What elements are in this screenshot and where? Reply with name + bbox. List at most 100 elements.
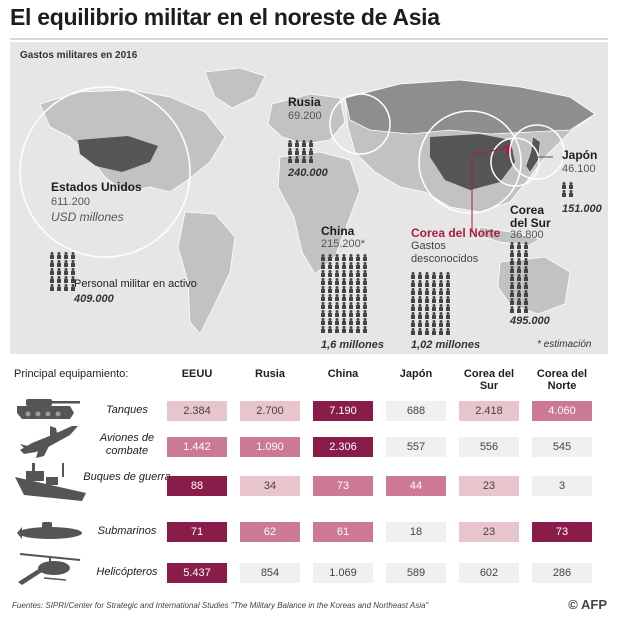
row-label: Aviones de combate xyxy=(99,432,155,457)
soldier-figure xyxy=(510,250,514,257)
soldier-figure xyxy=(524,242,528,249)
russia-shape xyxy=(344,79,596,135)
soldier-figure xyxy=(517,250,521,257)
table-cell: 44 xyxy=(386,476,446,496)
table-cell: 23 xyxy=(459,476,519,496)
soldier-figure xyxy=(64,284,68,291)
soldier-figure xyxy=(562,190,566,197)
soldier-figure xyxy=(510,282,514,289)
soldier-figure xyxy=(363,310,367,317)
soldier-figure xyxy=(335,262,339,269)
table-cell: 688 xyxy=(386,401,446,421)
south-korea-spending-circle xyxy=(490,137,540,187)
soldier-figure xyxy=(321,286,325,293)
soldier-figure xyxy=(517,242,521,249)
usa-spending-circle xyxy=(19,86,191,258)
soldier-figure xyxy=(321,310,325,317)
china-personnel: 1,6 millones xyxy=(321,339,384,351)
table-cell: 1.090 xyxy=(240,437,300,457)
table-cell: 34 xyxy=(240,476,300,496)
soldier-figure xyxy=(328,270,332,277)
table-cell: 602 xyxy=(459,563,519,583)
table-cell: 545 xyxy=(532,437,592,457)
soldier-figure xyxy=(288,156,292,163)
soldier-figure xyxy=(510,290,514,297)
soldier-figure xyxy=(524,298,528,305)
soldier-figure xyxy=(432,312,436,319)
world-map-panel: Gastos militares en 2016 Estados Unidos … xyxy=(10,42,608,354)
soldier-figure xyxy=(562,182,566,189)
table-cell: 2.306 xyxy=(313,437,373,457)
soldier-figure xyxy=(446,320,450,327)
north-korea-personnel: 1,02 millones xyxy=(411,339,481,351)
soldier-figure xyxy=(363,254,367,261)
column-header: Rusia xyxy=(255,368,285,380)
afp-logo: © AFP xyxy=(568,597,607,612)
soldier-figure xyxy=(569,182,573,189)
usa-spending: 611.200 xyxy=(51,196,90,208)
soldier-figure xyxy=(446,288,450,295)
soldier-figure xyxy=(356,326,360,333)
soldier-figure xyxy=(349,318,353,325)
soldier-figure xyxy=(71,284,75,291)
europe-shape xyxy=(267,93,346,145)
soldier-figure xyxy=(446,328,450,335)
soldier-figure xyxy=(349,254,353,261)
soldier-figure xyxy=(363,294,367,301)
soldier-figure xyxy=(418,280,422,287)
soldier-figure xyxy=(439,296,443,303)
table-cell: 854 xyxy=(240,563,300,583)
soldier-figure xyxy=(446,280,450,287)
russia-spending-circle xyxy=(329,93,391,155)
soldier-figure xyxy=(439,272,443,279)
soldier-figure xyxy=(57,276,61,283)
table-cell: 3 xyxy=(532,476,592,496)
soldier-figure xyxy=(432,304,436,311)
table-cell: 61 xyxy=(313,522,373,542)
soldier-figure xyxy=(363,318,367,325)
soldier-figure xyxy=(524,274,528,281)
soldier-figure xyxy=(524,282,528,289)
soldier-figure xyxy=(335,278,339,285)
soldier-figure xyxy=(411,320,415,327)
soldier-figure xyxy=(50,260,54,267)
russia-spending: 69.200 xyxy=(288,110,322,122)
table-cell: 73 xyxy=(313,476,373,496)
russia-name: Rusia xyxy=(288,95,321,109)
soldier-figure xyxy=(569,190,573,197)
soldier-figure xyxy=(349,286,353,293)
helicopter-icon xyxy=(18,553,81,585)
table-cell: 73 xyxy=(532,522,592,542)
soldier-figure xyxy=(321,318,325,325)
soldier-figure xyxy=(302,156,306,163)
soldier-figure xyxy=(335,310,339,317)
soldier-figure xyxy=(517,266,521,273)
soldier-figure xyxy=(517,298,521,305)
map-subtitle: Gastos militares en 2016 xyxy=(20,50,138,61)
table-cell: 18 xyxy=(386,522,446,542)
japan-spending-circle xyxy=(509,124,565,180)
soldier-figure xyxy=(349,278,353,285)
soldier-figure xyxy=(64,252,68,259)
soldier-figure xyxy=(342,286,346,293)
fighter-jet-icon xyxy=(20,426,78,458)
soldier-figure xyxy=(57,260,61,267)
soldier-figure xyxy=(517,290,521,297)
soldier-figure xyxy=(510,242,514,249)
soldier-figure xyxy=(328,294,332,301)
table-cell: 88 xyxy=(167,476,227,496)
soldier-figure xyxy=(418,320,422,327)
submarine-icon xyxy=(17,522,82,539)
column-header: Corea del Sur xyxy=(463,368,515,392)
china-spending: 215.200* xyxy=(321,238,366,250)
japan-spending: 46.100 xyxy=(562,163,596,175)
soldier-figure xyxy=(328,262,332,269)
personnel-label: Personal militar en activo xyxy=(74,278,197,290)
soldier-figure xyxy=(418,296,422,303)
table-cell: 557 xyxy=(386,437,446,457)
soldier-figure xyxy=(342,270,346,277)
soldier-figure xyxy=(321,278,325,285)
soldier-figure xyxy=(363,302,367,309)
table-cell: 589 xyxy=(386,563,446,583)
table-cell: 23 xyxy=(459,522,519,542)
